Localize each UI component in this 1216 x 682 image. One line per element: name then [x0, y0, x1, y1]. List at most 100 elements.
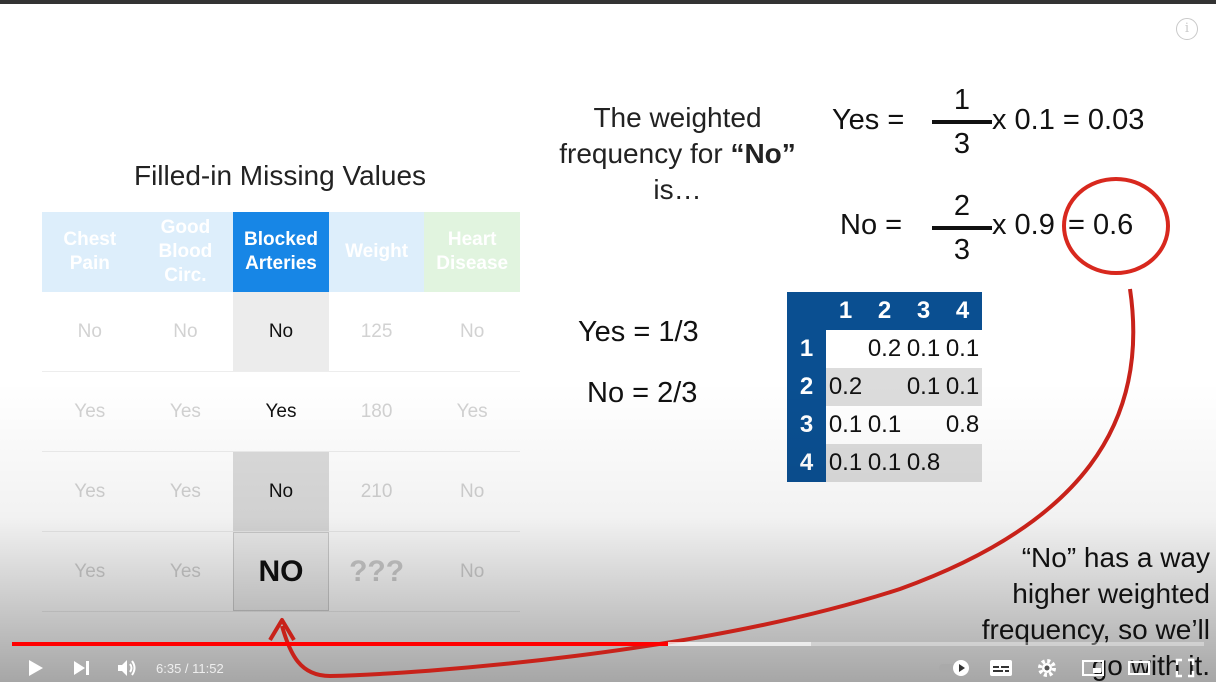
table-cell: 180 — [360, 400, 393, 422]
no-eq-numerator: 2 — [953, 190, 971, 222]
time-display: 6:35 / 11:52 — [156, 661, 224, 676]
no-fraction-bar — [932, 226, 992, 230]
no-fraction-text: No = 2/3 — [587, 377, 698, 409]
table-cell: ??? — [349, 554, 405, 588]
miniplayer-button[interactable] — [1070, 650, 1116, 682]
info-icon[interactable]: i — [1176, 18, 1198, 40]
note-line: frequency, so we’ll — [981, 614, 1210, 645]
matrix-cell: 0.8 — [904, 444, 943, 482]
matrix-cell: 0.1 — [826, 444, 865, 482]
autoplay-toggle[interactable] — [932, 650, 978, 682]
table-cell: No — [460, 480, 485, 502]
matrix-row: 3 0.1 0.1 0.8 — [787, 406, 982, 444]
weighted-frequency-text: The weighted frequency for “No” is… — [540, 100, 815, 208]
similarity-matrix: 1 2 3 4 1 0.2 0.1 0.1 2 0.2 0.1 0.1 3 0.… — [787, 292, 982, 482]
fullscreen-icon — [1175, 658, 1195, 678]
yes-fraction-text: Yes = 1/3 — [578, 316, 699, 348]
table-row: No No No 125 No — [42, 292, 520, 372]
next-icon — [74, 661, 89, 675]
table-header-cell: Blocked Arteries — [233, 212, 329, 292]
matrix-row-header: 2 — [787, 368, 826, 406]
theater-button[interactable] — [1116, 650, 1162, 682]
player-controls: 6:35 / 11:52 — [0, 650, 1216, 682]
matrix-cell — [826, 330, 865, 368]
slide-title: Filled-in Missing Values — [133, 160, 427, 191]
table-cell: Yes — [74, 400, 106, 422]
matrix-cell — [904, 406, 943, 444]
note-line: “No” has a way — [1021, 542, 1210, 573]
time-total: 11:52 — [192, 660, 224, 676]
table-header-cell: Weight — [328, 212, 425, 292]
matrix-cell: 0.2 — [826, 368, 865, 406]
matrix-cell: 0.1 — [904, 368, 943, 406]
weighted-line: is… — [653, 174, 702, 205]
table-header-cell: Chest Pain — [42, 212, 138, 292]
table-header-cell: Heart Disease — [424, 212, 520, 292]
weighted-no-label: “No” — [730, 138, 796, 169]
table-cell: Yes — [169, 480, 201, 502]
table-cell: No — [233, 292, 329, 371]
subtitles-icon — [990, 660, 1012, 676]
matrix-row: 2 0.2 0.1 0.1 — [787, 368, 982, 406]
miniplayer-icon — [1082, 660, 1104, 676]
matrix-corner — [787, 292, 826, 330]
volume-button[interactable] — [104, 650, 150, 682]
autoplay-toggle-icon — [939, 660, 969, 676]
settings-icon — [1038, 659, 1056, 677]
table-cell: No — [77, 320, 102, 342]
weighted-line: frequency for “No” — [540, 136, 815, 172]
data-table: Chest Pain Good Blood Circ. Blocked Arte… — [42, 212, 520, 612]
matrix-cell: 0.1 — [826, 406, 865, 444]
matrix-col-header: 2 — [865, 292, 904, 330]
theater-icon — [1128, 661, 1150, 675]
table-cell: 210 — [360, 480, 393, 502]
note-line: higher weighted — [1012, 578, 1210, 609]
table-row: Yes Yes No 210 No — [42, 452, 520, 532]
annotation-arrow — [280, 288, 1136, 679]
table-cell: Yes — [74, 480, 106, 502]
matrix-cell: 0.1 — [904, 330, 943, 368]
matrix-row: 1 0.2 0.1 0.1 — [787, 330, 982, 368]
yes-eq-numerator: 1 — [953, 84, 971, 116]
right-controls — [932, 650, 1216, 682]
table-row: Yes Yes Yes 180 Yes — [42, 372, 520, 452]
table-header-row: Chest Pain Good Blood Circ. Blocked Arte… — [42, 212, 520, 292]
matrix-cell: 0.1 — [943, 368, 982, 406]
yes-eq-rhs: x 0.1 = 0.03 — [992, 104, 1145, 136]
table-cell: Yes — [169, 400, 201, 422]
matrix-header-row: 1 2 3 4 — [787, 292, 982, 330]
arrowhead-icon — [268, 618, 296, 642]
matrix-cell: 0.1 — [865, 444, 904, 482]
time-separator: / — [181, 660, 193, 676]
yes-fraction-bar — [932, 120, 992, 124]
table-cell: Yes — [456, 400, 488, 422]
play-button[interactable] — [12, 650, 58, 682]
matrix-cell: 0.1 — [943, 330, 982, 368]
table-cell: No — [233, 452, 329, 531]
table-cell: Yes — [169, 560, 201, 582]
table-cell-highlight: NO — [233, 532, 329, 611]
time-current: 6:35 — [156, 660, 182, 676]
annotation-overlay — [268, 177, 1170, 679]
table-cell: 125 — [360, 320, 393, 342]
table-cell: No — [173, 320, 198, 342]
no-eq-lhs: No = — [840, 209, 903, 241]
progress-bar[interactable] — [12, 642, 1204, 646]
next-button[interactable] — [58, 650, 104, 682]
subtitles-button[interactable] — [978, 650, 1024, 682]
matrix-cell: 0.2 — [865, 330, 904, 368]
yes-eq-denominator: 3 — [953, 128, 971, 160]
matrix-col-header: 4 — [943, 292, 982, 330]
matrix-cell: 0.1 — [865, 406, 904, 444]
progress-played — [12, 642, 668, 646]
volume-icon — [118, 660, 136, 676]
fullscreen-button[interactable] — [1162, 650, 1208, 682]
matrix-cell: 0.8 — [943, 406, 982, 444]
matrix-row-header: 3 — [787, 406, 826, 444]
table-cell: Yes — [233, 372, 329, 451]
matrix-col-header: 1 — [826, 292, 865, 330]
table-cell: No — [460, 320, 485, 342]
settings-button[interactable] — [1024, 650, 1070, 682]
play-icon — [29, 660, 43, 676]
